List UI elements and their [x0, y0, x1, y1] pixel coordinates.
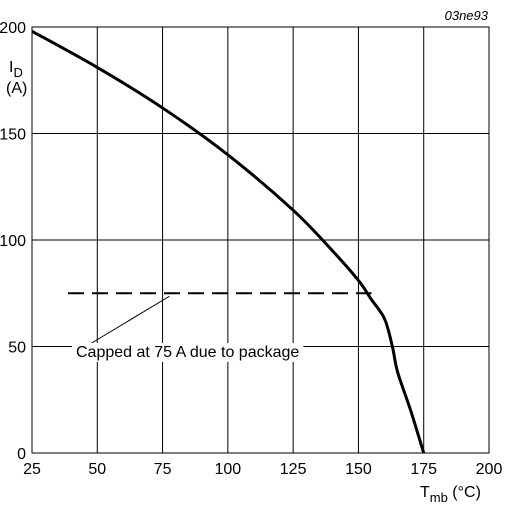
x-axis-unit: (°C) — [448, 484, 481, 501]
x-tick-label: 50 — [88, 461, 106, 478]
y-axis-symbol: I — [9, 59, 13, 76]
grid-lines — [31, 26, 490, 454]
y-axis-subscript: D — [13, 65, 22, 80]
y-tick-labels: 0 50 100 150 200 — [0, 20, 26, 463]
x-tick-label: 175 — [410, 461, 437, 478]
y-axis-label: ID — [9, 59, 23, 80]
plot-frame — [31, 26, 490, 454]
annotation-background — [72, 343, 304, 362]
figure-code: 03ne93 — [445, 8, 489, 23]
y-axis-unit: (A) — [6, 80, 27, 97]
x-tick-label: 150 — [345, 461, 372, 478]
x-tick-label: 25 — [23, 461, 41, 478]
x-axis-symbol: T — [420, 484, 430, 501]
y-tick-label: 100 — [0, 233, 26, 250]
x-tick-label: 200 — [476, 461, 503, 478]
x-axis-label: Tmb (°C) — [420, 484, 481, 505]
y-tick-label: 50 — [8, 340, 26, 357]
x-axis-subscript: mb — [430, 490, 448, 505]
x-tick-label: 75 — [154, 461, 172, 478]
y-tick-label: 200 — [0, 20, 26, 37]
x-tick-label: 125 — [280, 461, 307, 478]
x-tick-labels: 25 50 75 100 125 150 175 200 — [23, 461, 502, 478]
y-tick-label: 150 — [0, 127, 26, 144]
annotation-text: Capped at 75 A due to package — [76, 344, 299, 361]
series-current-curve — [31, 29, 426, 454]
annotation-leader-line — [89, 295, 170, 345]
x-tick-label: 100 — [215, 461, 242, 478]
y-tick-label: 0 — [17, 446, 26, 463]
